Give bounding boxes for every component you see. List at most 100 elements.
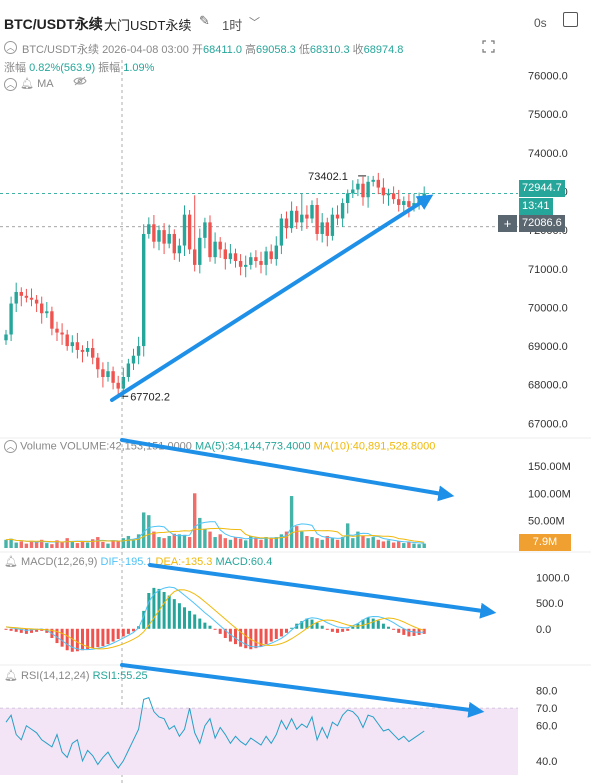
volume-bar [213, 537, 217, 548]
ma-legend[interactable]: ︿ 🔔︎ MA [4, 77, 54, 91]
candle-body [14, 291, 18, 304]
bell-icon[interactable]: 🔔︎ [20, 78, 35, 90]
candle-body [218, 241, 222, 250]
candle-body [371, 179, 375, 182]
macd-histogram-bar [19, 628, 23, 633]
bell-icon[interactable]: 🔔︎ [4, 556, 18, 568]
volume-bar [402, 543, 406, 548]
price-axis-tick: 74000.0 [528, 148, 568, 160]
collapse-icon[interactable]: ︿ [4, 41, 17, 54]
volume-bar [376, 539, 380, 548]
volume-bar [371, 537, 375, 548]
volume-bar [315, 538, 319, 548]
volume-bar [116, 541, 120, 548]
volume-bar [422, 543, 426, 548]
candle-body [193, 249, 197, 265]
macd-histogram-bar [239, 628, 243, 647]
macd-histogram-bar [132, 628, 135, 632]
macd-histogram-bar [213, 628, 217, 630]
timeframe-selector[interactable]: 1时 [222, 18, 243, 33]
price-axis-tick: 70000.0 [528, 302, 568, 314]
macd-histogram-bar [361, 619, 365, 629]
volume-bar [356, 531, 360, 548]
candle-body [85, 348, 90, 352]
bell-icon[interactable]: 🔔︎ [4, 670, 18, 682]
candle-body [213, 241, 217, 258]
candle-body [131, 355, 136, 364]
volume-bar [9, 538, 13, 548]
eye-off-icon[interactable] [73, 76, 87, 89]
candle-body [172, 233, 176, 254]
volume-bar [126, 535, 131, 548]
fullscreen-icon[interactable] [563, 12, 578, 27]
candle-body [300, 214, 304, 223]
candle-body [402, 201, 406, 205]
candle-body [203, 222, 207, 238]
macd-histogram-bar [208, 625, 212, 629]
macd-histogram-bar [290, 627, 294, 629]
macd-histogram-bar [300, 621, 304, 629]
candle-body [351, 189, 355, 194]
candle-body [330, 214, 335, 236]
macd-histogram-bar [351, 626, 355, 629]
volume-bar [60, 542, 64, 548]
volume-bar [305, 535, 309, 548]
candle-body [284, 218, 289, 229]
add-alert-button[interactable]: + [498, 215, 517, 232]
rsi-line [5, 696, 425, 769]
candle-body [320, 222, 324, 234]
macd-histogram-bar [152, 587, 156, 629]
chevron-down-icon[interactable]: ﹀ [249, 17, 260, 29]
macd-histogram-bar [86, 628, 90, 650]
macd-histogram-bar [402, 628, 406, 635]
countdown-tag: 13:41 [519, 198, 553, 215]
volume-bar [295, 526, 299, 548]
candle-body [376, 179, 380, 188]
latency-label: 0s [534, 16, 547, 30]
volume-bar [40, 539, 44, 548]
volume-down-arrow [120, 438, 455, 502]
candle-body [295, 210, 299, 223]
rsi-name: RSI(14,12,24) [21, 670, 90, 682]
candle-body [198, 237, 202, 265]
volume-bar [340, 537, 345, 548]
macd-histogram-bar [30, 628, 33, 633]
macd-histogram-bar [381, 623, 385, 629]
macd-histogram-bar [279, 628, 283, 637]
macd-histogram-bar [96, 628, 100, 648]
volume-bar [75, 543, 80, 548]
volume-bar [167, 535, 171, 548]
macd-histogram-bar [264, 628, 268, 645]
volume-bar [24, 543, 29, 548]
macd-histogram-bar [422, 628, 426, 634]
collapse-ma-icon[interactable]: ︿ [4, 77, 17, 91]
volume-ma5: MA(5):34,144,773.4000 [194, 440, 311, 453]
volume-bar [14, 542, 18, 548]
volume-bar [187, 537, 192, 548]
price-axis-tick: 68000.0 [528, 380, 568, 392]
expand-icon[interactable] [482, 40, 495, 53]
edit-icon[interactable]: ✎ [199, 13, 210, 28]
volume-bar [244, 540, 248, 548]
macd-dea: DEA:-135.3 [155, 556, 213, 568]
volume-bar [249, 535, 253, 548]
crosshair-price-tag: 72086.6 [519, 215, 565, 232]
candle-body [244, 264, 248, 267]
candle-body [249, 257, 253, 265]
macd-histogram-bar [387, 626, 390, 629]
volume-bar [330, 538, 335, 548]
collapse-volume-icon[interactable]: ︿ [4, 440, 17, 453]
candle-body [187, 214, 192, 250]
candle-body [157, 230, 161, 242]
candle-body [136, 346, 141, 356]
volume-bar [325, 535, 329, 548]
volume-bar [4, 539, 8, 548]
price-axis-tick: 67000.0 [528, 418, 568, 430]
macd-histogram-bar [162, 591, 166, 629]
macd-histogram-bar [167, 595, 171, 629]
candle-body [381, 187, 386, 196]
symbol-title[interactable]: BTC/USDT永续 [4, 16, 103, 32]
rsi-value: RSI1:55.25 [92, 670, 148, 682]
